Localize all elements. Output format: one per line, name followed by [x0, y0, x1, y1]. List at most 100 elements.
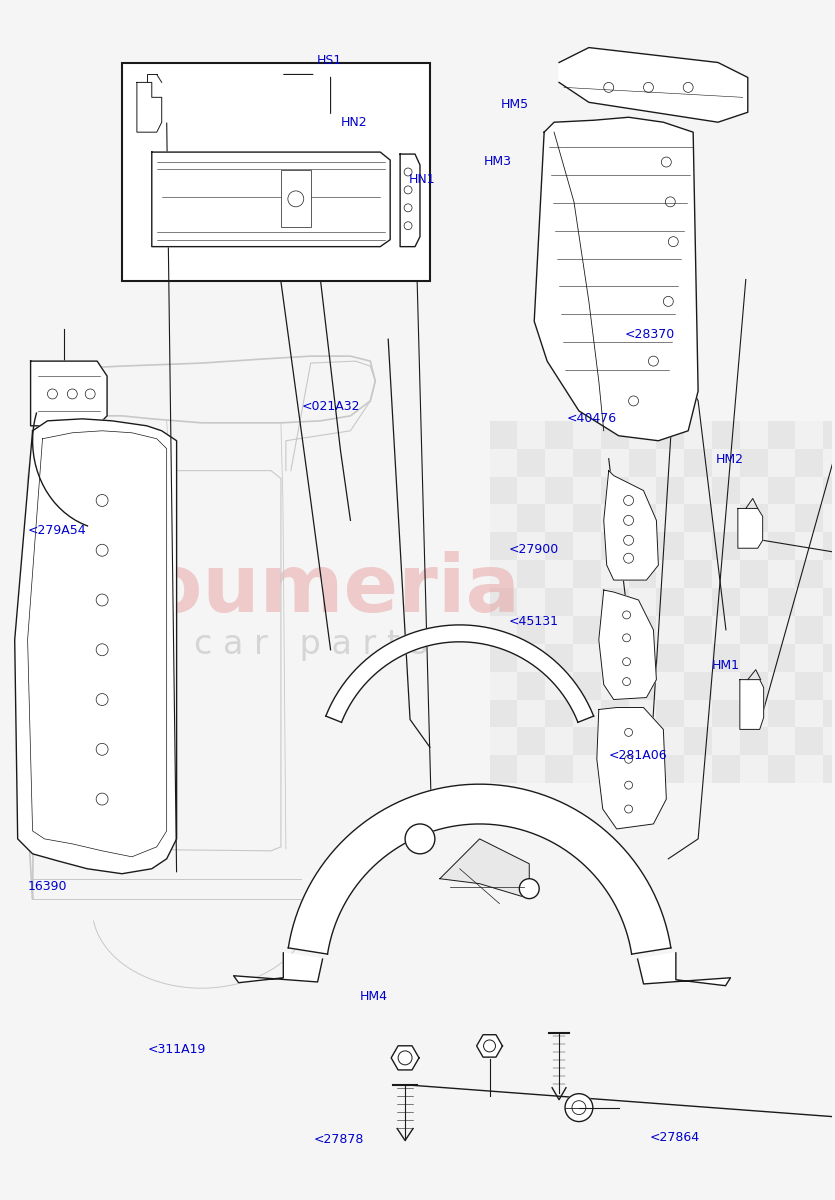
Bar [712, 533, 740, 560]
Bar [767, 504, 796, 533]
Bar [489, 560, 518, 588]
Bar [684, 672, 712, 700]
Bar [600, 421, 629, 449]
Bar [796, 421, 823, 449]
Bar [712, 449, 740, 476]
Text: c a r   p a r t s: c a r p a r t s [194, 629, 428, 661]
Bar [684, 560, 712, 588]
Bar [629, 504, 656, 533]
Text: <281A06: <281A06 [608, 749, 667, 762]
Bar [796, 727, 823, 755]
Bar [518, 449, 545, 476]
Bar [712, 476, 740, 504]
Polygon shape [137, 83, 162, 132]
Bar [518, 700, 545, 727]
Text: <45131: <45131 [509, 616, 559, 628]
Bar [489, 643, 518, 672]
Bar [796, 560, 823, 588]
Bar [767, 616, 796, 643]
Text: HM3: HM3 [483, 155, 512, 168]
Bar [489, 533, 518, 560]
FancyBboxPatch shape [281, 170, 311, 227]
Bar [573, 476, 600, 504]
Polygon shape [534, 118, 698, 440]
Polygon shape [477, 1034, 503, 1057]
Bar [712, 616, 740, 643]
Bar [740, 755, 767, 784]
Bar [767, 643, 796, 672]
Bar [684, 421, 712, 449]
Bar [545, 672, 573, 700]
Bar [629, 616, 656, 643]
Bar [545, 476, 573, 504]
Bar [629, 560, 656, 588]
Polygon shape [597, 708, 666, 829]
Text: HS1: HS1 [316, 54, 342, 67]
Circle shape [519, 878, 539, 899]
Bar [740, 672, 767, 700]
Polygon shape [31, 361, 107, 426]
Bar [823, 476, 835, 504]
Bar [656, 700, 684, 727]
Text: <021A32: <021A32 [301, 400, 360, 413]
Bar [629, 755, 656, 784]
Bar [545, 560, 573, 588]
Bar [489, 727, 518, 755]
Bar [767, 727, 796, 755]
Bar [600, 504, 629, 533]
Bar [796, 643, 823, 672]
Bar [656, 588, 684, 616]
Bar [573, 560, 600, 588]
Bar [684, 727, 712, 755]
FancyBboxPatch shape [122, 62, 430, 282]
Bar [684, 588, 712, 616]
Bar [740, 533, 767, 560]
Bar [712, 727, 740, 755]
Bar [796, 533, 823, 560]
Bar [712, 504, 740, 533]
Bar [684, 504, 712, 533]
Bar [573, 504, 600, 533]
Bar [573, 727, 600, 755]
Bar [573, 616, 600, 643]
Text: HN1: HN1 [409, 173, 436, 186]
Bar [629, 449, 656, 476]
Bar [629, 727, 656, 755]
Polygon shape [326, 625, 594, 722]
Bar [656, 560, 684, 588]
Bar [656, 755, 684, 784]
Bar [518, 727, 545, 755]
Text: <28370: <28370 [625, 329, 676, 341]
Bar [740, 727, 767, 755]
Bar [823, 616, 835, 643]
Bar [600, 449, 629, 476]
Bar [823, 504, 835, 533]
Bar [489, 700, 518, 727]
Bar [823, 533, 835, 560]
Bar [823, 560, 835, 588]
Bar [823, 700, 835, 727]
Bar [656, 449, 684, 476]
Bar [489, 672, 518, 700]
Bar [740, 421, 767, 449]
Bar [740, 449, 767, 476]
Bar [600, 588, 629, 616]
Bar [823, 421, 835, 449]
Bar [545, 727, 573, 755]
Bar [823, 588, 835, 616]
Bar [600, 533, 629, 560]
Text: HM5: HM5 [500, 98, 529, 110]
Bar [740, 476, 767, 504]
Bar [767, 476, 796, 504]
Bar [684, 755, 712, 784]
Bar [823, 672, 835, 700]
Bar [489, 616, 518, 643]
Bar [629, 421, 656, 449]
Bar [545, 643, 573, 672]
Bar [573, 588, 600, 616]
Bar [518, 560, 545, 588]
Bar [518, 476, 545, 504]
Polygon shape [638, 953, 731, 985]
Bar [656, 421, 684, 449]
Bar [518, 588, 545, 616]
